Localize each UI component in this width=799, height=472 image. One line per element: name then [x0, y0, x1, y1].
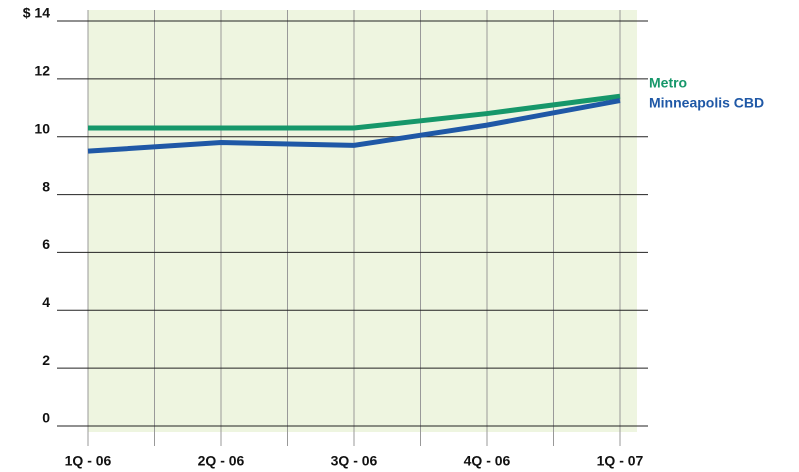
x-tick-label: 2Q - 06: [198, 453, 245, 469]
x-tick-label: 1Q - 06: [65, 453, 112, 469]
y-tick-label: $ 14: [23, 5, 50, 21]
plot-background: [88, 10, 637, 432]
x-tick-label: 1Q - 07: [597, 453, 644, 469]
y-tick-label: 0: [42, 410, 50, 426]
legend-label: Metro: [649, 75, 687, 91]
legend-label: Minneapolis CBD: [649, 95, 764, 111]
y-tick-label: 10: [34, 120, 50, 136]
y-tick-label: 2: [42, 352, 50, 368]
y-tick-label: 6: [42, 236, 50, 252]
y-tick-label: 8: [42, 178, 50, 194]
x-tick-label: 3Q - 06: [331, 453, 378, 469]
series-line: [88, 93, 621, 131]
y-tick-label: 4: [42, 294, 50, 310]
series-line: [87, 98, 621, 154]
y-tick-label: 12: [34, 63, 50, 79]
x-tick-label: 4Q - 06: [464, 453, 511, 469]
